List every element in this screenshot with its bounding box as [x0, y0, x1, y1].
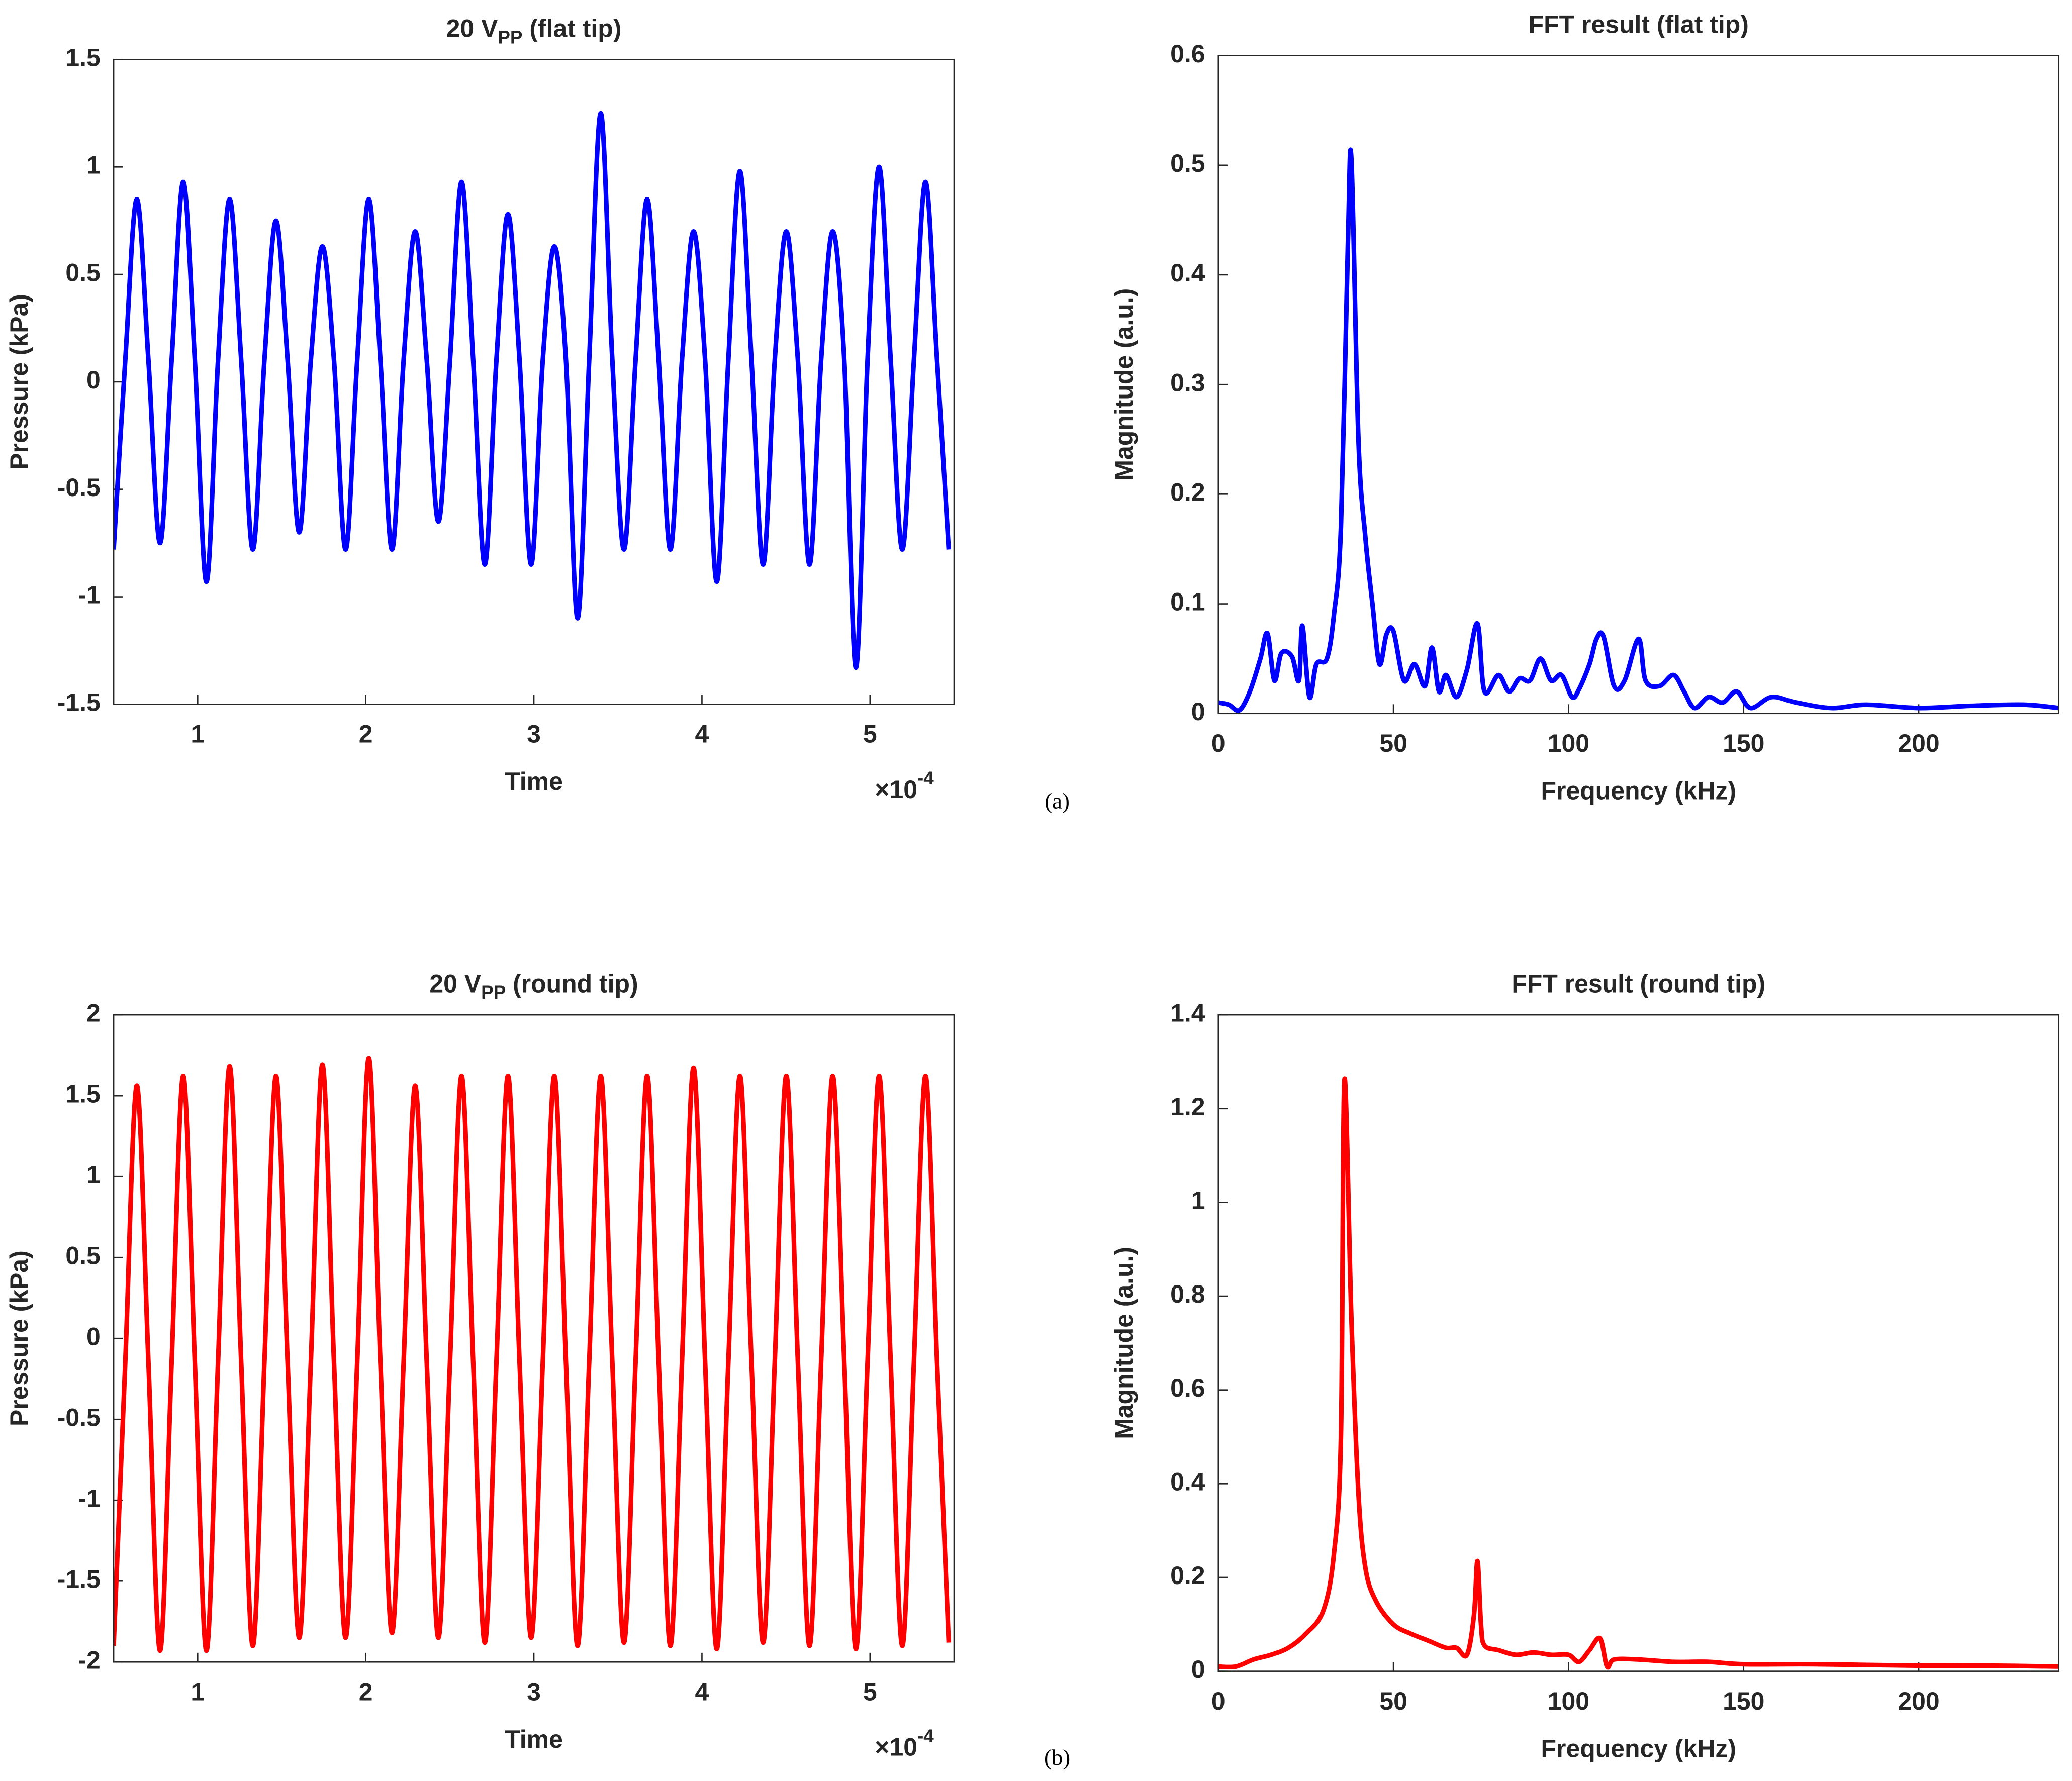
title-text: (round tip): [506, 969, 638, 998]
y-axis-label: Magnitude (a.u.): [1110, 1247, 1138, 1439]
data-line: [114, 111, 951, 670]
panel-label: (b): [1044, 1745, 1070, 1770]
y-axis-label: Pressure (kPa): [5, 1250, 33, 1426]
y-tick-label: 1.2: [1170, 1093, 1205, 1121]
x-axis-label: Time: [505, 767, 563, 796]
x-multiplier: ×10-4: [875, 768, 934, 804]
y-axis-label: Magnitude (a.u.): [1110, 288, 1138, 481]
x-tick-label: 0: [1211, 729, 1226, 757]
panel-label: (a): [1045, 788, 1070, 814]
data-line: [114, 1056, 951, 1653]
y-tick-label: -2: [78, 1646, 100, 1674]
title-subscript: PP: [498, 27, 522, 47]
y-tick-label: 0.3: [1170, 368, 1205, 397]
y-tick-label: -1.5: [57, 688, 101, 717]
data-line: [1218, 1076, 2059, 1670]
x-tick-label: 3: [527, 720, 541, 748]
x-tick-label: 0: [1211, 1687, 1226, 1715]
x-tick-label: 150: [1723, 1687, 1764, 1715]
y-tick-label: 0.1: [1170, 588, 1205, 616]
title-text: FFT result (flat tip): [1529, 11, 1749, 39]
x-tick-label: 50: [1379, 1687, 1407, 1715]
axes-box: [113, 59, 955, 705]
x-tick-label: 1: [191, 1678, 205, 1706]
multiplier-exponent: -4: [917, 1726, 934, 1746]
title-subscript: PP: [481, 982, 506, 1003]
x-tick-label: 150: [1723, 729, 1764, 757]
y-tick-label: 1: [1191, 1186, 1205, 1215]
y-tick-label: 0.4: [1170, 259, 1205, 287]
y-tick-label: 0: [1191, 1655, 1205, 1684]
y-tick-label: -0.5: [57, 1403, 101, 1431]
title-text: FFT result (round tip): [1512, 969, 1765, 998]
y-tick-label: 0: [86, 366, 101, 394]
x-tick-label: 200: [1898, 729, 1939, 757]
chart-title: FFT result (round tip): [1512, 969, 1765, 998]
x-axis-label: Frequency (kHz): [1541, 777, 1736, 805]
y-tick-label: 1: [86, 1160, 101, 1189]
y-tick-label: 1.4: [1170, 999, 1205, 1027]
y-tick-label: -1: [78, 581, 100, 609]
chart-title: FFT result (flat tip): [1529, 11, 1749, 39]
y-tick-label: 0.2: [1170, 1561, 1205, 1590]
x-axis-label: Time: [505, 1725, 563, 1753]
y-tick-label: 0.5: [1170, 149, 1205, 177]
x-multiplier: ×10-4: [875, 1726, 934, 1761]
x-tick-label: 200: [1898, 1687, 1939, 1715]
x-tick-label: 50: [1379, 729, 1407, 757]
y-tick-label: -0.5: [57, 473, 101, 502]
x-tick-label: 2: [359, 1678, 373, 1706]
x-axis-label: Frequency (kHz): [1541, 1735, 1736, 1763]
axes-box: [1217, 1014, 2060, 1672]
y-tick-label: -1.5: [57, 1565, 101, 1593]
multiplier-base: ×10: [875, 1733, 917, 1761]
axes-box: [1217, 55, 2060, 715]
title-text: 20 V: [446, 15, 498, 43]
y-tick-label: 0: [1191, 698, 1205, 726]
multiplier-base: ×10: [875, 775, 917, 804]
x-tick-label: 5: [863, 720, 877, 748]
chart-title: 20 VPP (flat tip): [446, 15, 622, 47]
y-tick-label: 1.5: [65, 1079, 100, 1108]
y-tick-label: 0.5: [65, 258, 100, 286]
title-text: 20 V: [429, 969, 481, 998]
x-tick-label: 3: [527, 1678, 541, 1706]
y-tick-label: 0.4: [1170, 1468, 1205, 1496]
y-tick-label: 2: [86, 999, 101, 1027]
y-tick-label: -1: [78, 1484, 100, 1512]
y-tick-label: 1: [86, 151, 101, 179]
x-tick-label: 2: [359, 720, 373, 748]
x-tick-label: 100: [1548, 729, 1589, 757]
x-tick-label: 100: [1548, 1687, 1589, 1715]
x-tick-label: 4: [695, 1678, 709, 1706]
multiplier-exponent: -4: [917, 768, 934, 788]
data-line: [1218, 147, 2059, 713]
y-tick-label: 0.5: [65, 1241, 100, 1269]
x-tick-label: 1: [191, 720, 205, 748]
x-tick-label: 5: [863, 1678, 877, 1706]
y-tick-label: 0.2: [1170, 478, 1205, 507]
chart-title: 20 VPP (round tip): [429, 969, 638, 1002]
axes-box: [113, 1014, 955, 1663]
y-tick-label: 0.6: [1170, 40, 1205, 68]
y-tick-label: 0: [86, 1322, 101, 1350]
title-text: (flat tip): [522, 15, 621, 43]
y-axis-label: Pressure (kPa): [5, 294, 33, 470]
y-tick-label: 0.8: [1170, 1280, 1205, 1308]
y-tick-label: 1.5: [65, 44, 100, 72]
x-tick-label: 4: [695, 720, 709, 748]
y-tick-label: 0.6: [1170, 1374, 1205, 1402]
